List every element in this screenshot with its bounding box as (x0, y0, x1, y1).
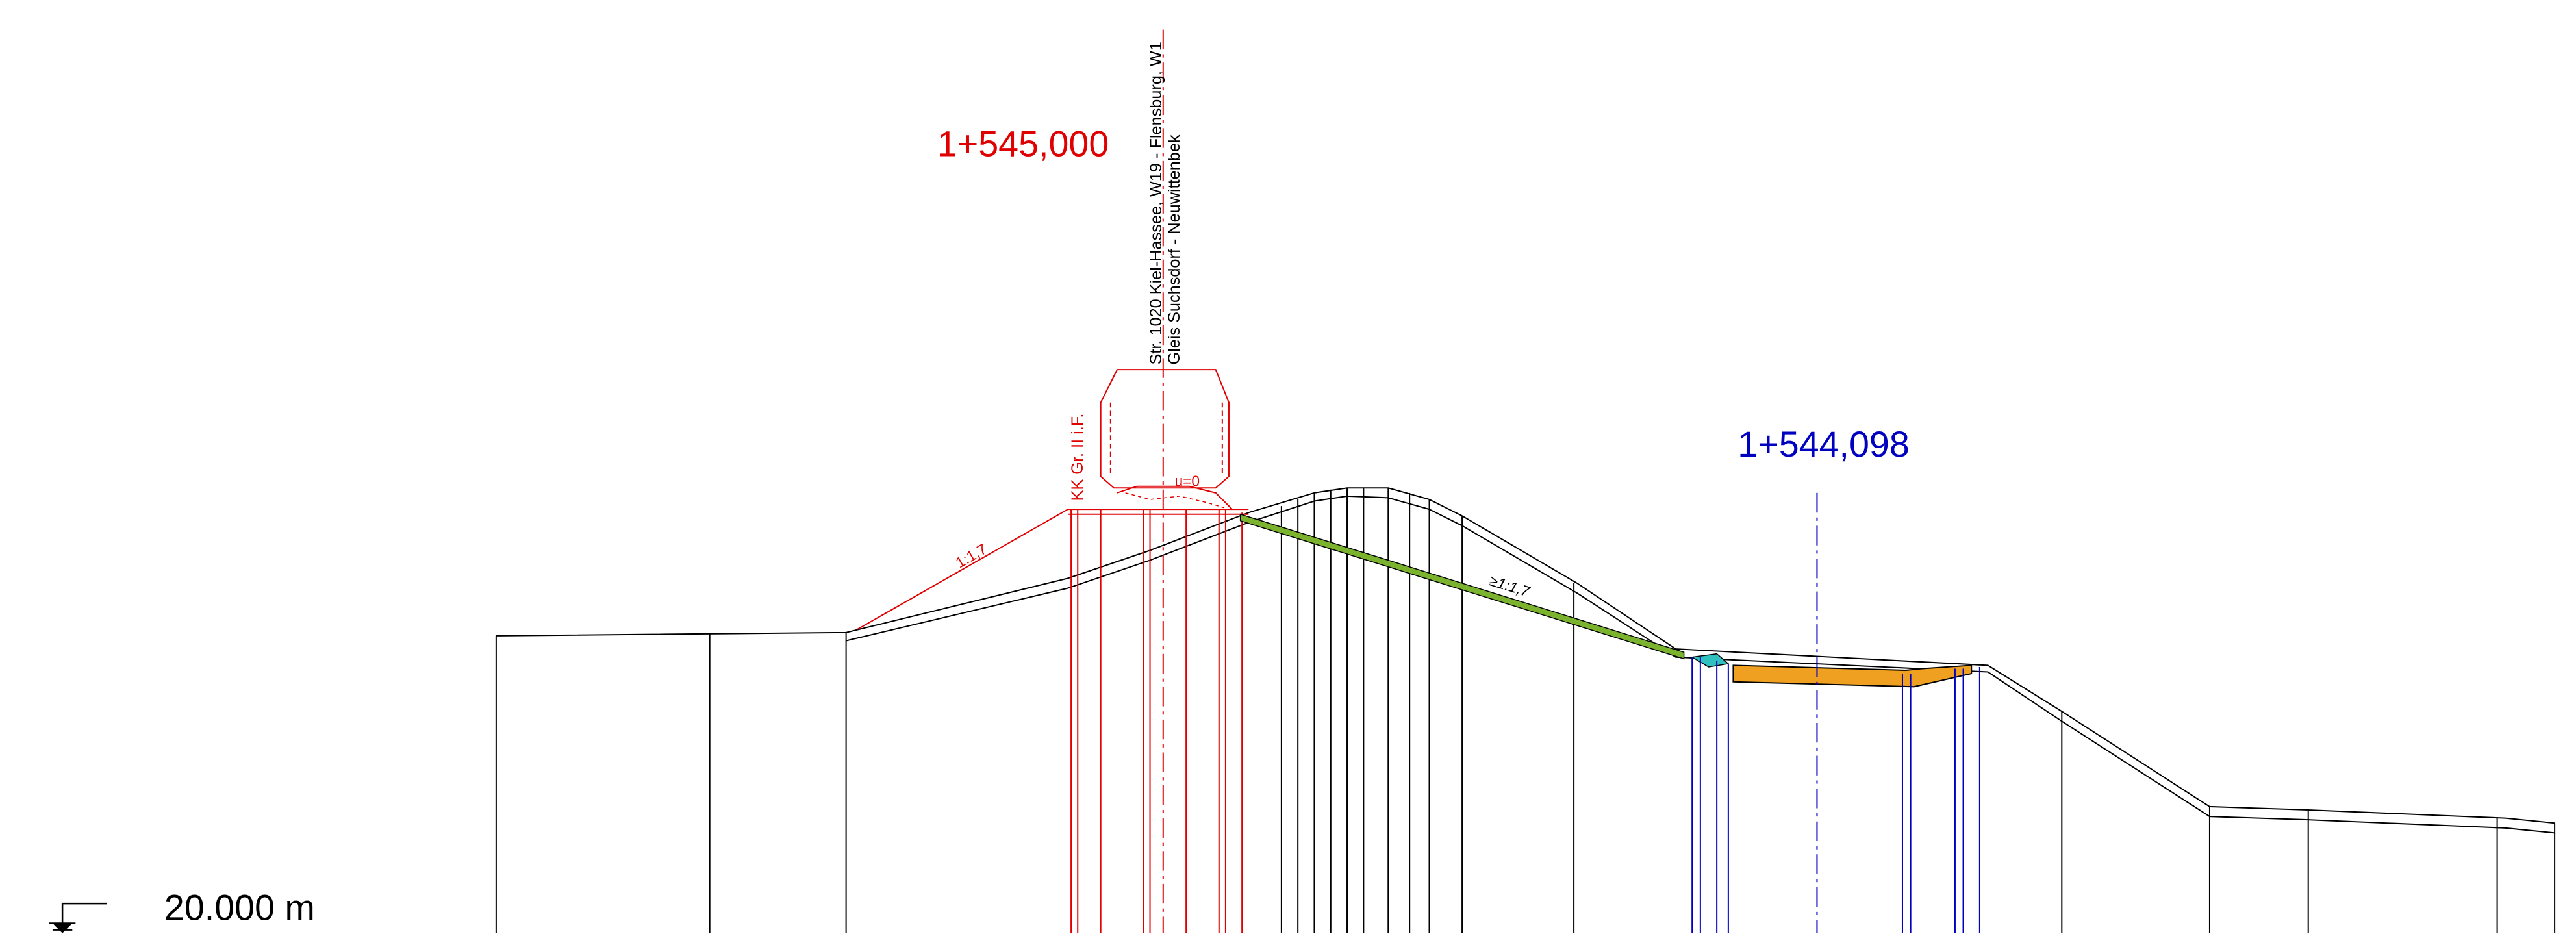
clearance-label: KK Gr. II i.F. (1068, 414, 1087, 501)
track-label: Str. 1020 Kiel-Hassee, W19 - Flensburg, … (1147, 42, 1165, 364)
slope (1239, 513, 1685, 660)
station-label: 1+545,000 (937, 123, 1109, 164)
track-structure (857, 29, 1249, 933)
new-track (1690, 492, 1980, 933)
cant-label: u=0 (1174, 473, 1200, 490)
slope-label: 1:1,7 (953, 540, 990, 572)
track-label: Gleis Suchsdorf - Neuwittenbek (1165, 134, 1183, 364)
elevation-label: 20.000 m (164, 887, 315, 928)
elevation-symbol (49, 902, 107, 933)
terrain (495, 487, 2556, 933)
station-label: 1+544,098 (1737, 424, 1910, 464)
